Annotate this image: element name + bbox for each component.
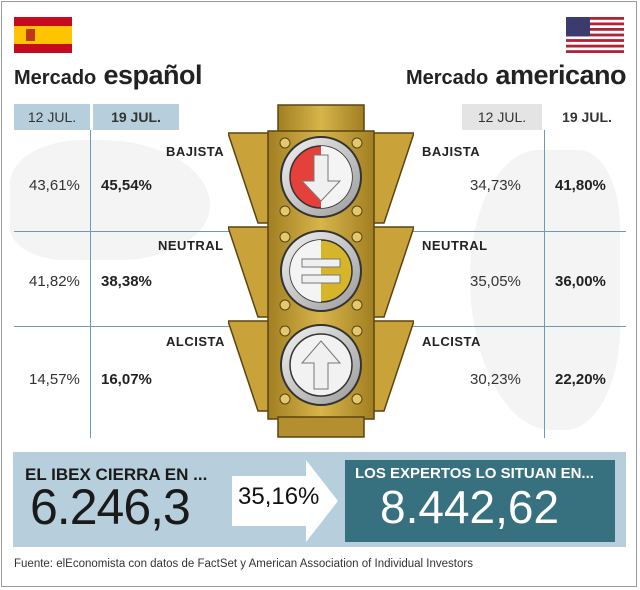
spain-curr-alcista: 16,07%: [101, 371, 152, 388]
experts-panel: [345, 460, 615, 542]
experts-value: 8.442,62: [380, 481, 560, 533]
bull-silhouette: [470, 150, 620, 430]
spain-header-curr: 19 JUL.: [93, 104, 179, 130]
spain-label-alcista: ALCISTA: [166, 334, 225, 349]
spain-prev-alcista: 14,57%: [29, 371, 80, 388]
spain-curr-neutral: 38,38%: [101, 273, 152, 290]
spain-curr-bajista: 45,54%: [101, 177, 152, 194]
change-percent: 35,16%: [238, 483, 320, 510]
source-note: Fuente: elEconomista con datos de FactSe…: [14, 558, 473, 570]
usa-curr-alcista: 22,20%: [555, 371, 606, 388]
divider: [90, 130, 91, 438]
usa-title-prefix: Mercado: [405, 67, 489, 89]
spain-label-neutral: NEUTRAL: [158, 238, 224, 253]
usa-curr-bajista: 41,80%: [555, 177, 606, 194]
usa-header-curr: 19 JUL.: [562, 109, 612, 125]
spain-title-main: español: [103, 60, 203, 90]
usa-prev-bajista: 34,73%: [470, 177, 521, 194]
spain-prev-neutral: 41,82%: [29, 273, 80, 290]
usa-label-neutral: NEUTRAL: [422, 238, 488, 253]
spain-header-prev: 12 JUL.: [14, 104, 90, 130]
usa-label-bajista: BAJISTA: [422, 144, 481, 159]
arrow-right-icon: [228, 458, 340, 544]
spain-flag-icon: [14, 17, 72, 53]
spain-label-bajista: BAJISTA: [166, 144, 225, 159]
bear-silhouette: [10, 140, 210, 260]
spain-market-title: Mercado español: [14, 60, 203, 91]
usa-prev-neutral: 35,05%: [470, 273, 521, 290]
usa-flag-icon: [566, 17, 624, 53]
ibex-label: EL IBEX CIERRA EN ...: [25, 465, 208, 484]
usa-header-prev: 12 JUL.: [462, 104, 542, 130]
usa-market-title: Mercado americano: [405, 60, 627, 91]
experts-label: LOS EXPERTOS LO SITUAN EN...: [355, 465, 594, 482]
usa-title-main: americano: [495, 60, 626, 90]
spain-prev-bajista: 43,61%: [29, 177, 80, 194]
usa-prev-alcista: 30,23%: [470, 371, 521, 388]
traffic-light-icon: [226, 103, 416, 439]
usa-curr-neutral: 36,00%: [555, 273, 606, 290]
divider: [544, 130, 545, 438]
spain-title-prefix: Mercado: [14, 67, 97, 89]
usa-label-alcista: ALCISTA: [422, 334, 481, 349]
ibex-value: 6.246,3: [30, 479, 191, 535]
